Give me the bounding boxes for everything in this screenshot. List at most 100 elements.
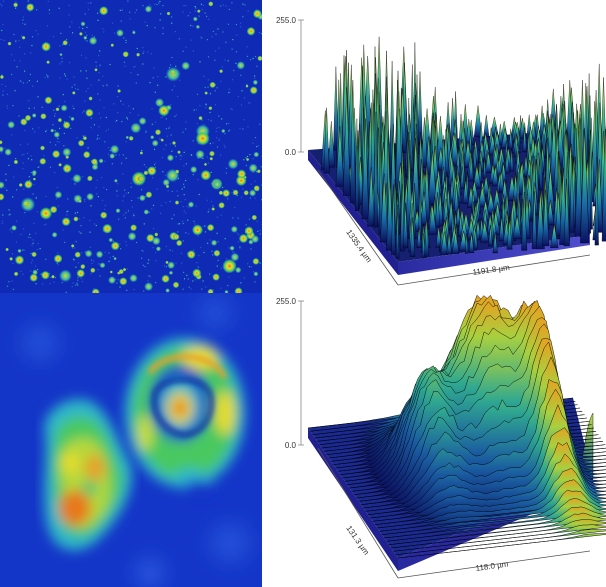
surface-spikes <box>321 36 606 259</box>
speckle-dot <box>129 112 131 114</box>
fluorescent-spot <box>236 61 246 70</box>
speckle-dot <box>62 44 64 46</box>
speckle-dot <box>185 212 187 214</box>
speckle-dot <box>171 190 173 193</box>
speckle-dot <box>108 147 110 149</box>
speckle-dot <box>204 231 207 233</box>
speckle-dot <box>198 15 200 17</box>
fluorescent-spot <box>44 96 53 105</box>
surface-plot-overview: 255.0 0.0 1335.4 µm 1191.8 µm <box>268 0 606 293</box>
speckle-dot <box>154 27 156 29</box>
surface-spike <box>428 204 437 235</box>
surface-spike <box>380 173 389 243</box>
fluorescent-spot <box>166 154 174 162</box>
surface-spike <box>446 232 452 255</box>
speckle-dot <box>248 102 250 104</box>
speckle-dot <box>246 155 249 158</box>
speckle-dot <box>125 244 128 246</box>
speckle-dot <box>142 47 144 49</box>
zoom-left-side <box>308 428 398 571</box>
fluorescent-spot <box>161 274 170 283</box>
fluorescent-spot <box>4 148 12 156</box>
speckle-dot <box>203 251 205 254</box>
fluorescent-spot <box>200 169 212 181</box>
speckle-dot <box>34 131 36 133</box>
surface-spike <box>555 192 562 237</box>
zoom-z-min-label: 0.0 <box>285 441 297 450</box>
fluorescent-spot <box>31 251 37 258</box>
speckle-dot <box>212 205 214 207</box>
speckle-dot <box>135 82 137 84</box>
speckle-dot <box>47 75 49 77</box>
speckle-dot <box>91 262 93 264</box>
speckle-dot <box>237 95 239 98</box>
speckle-dot <box>12 288 14 290</box>
surface-spike <box>486 193 496 215</box>
fluorescent-spot <box>78 199 82 203</box>
speckle-dot <box>56 141 58 143</box>
speckle-dot <box>184 199 186 201</box>
speckle-dot <box>32 239 34 241</box>
speckle-dot <box>161 156 163 158</box>
speckle-dot <box>20 81 22 83</box>
speckle-dot <box>192 25 194 27</box>
fluorescent-spot <box>77 139 85 147</box>
speckle-dot <box>186 205 188 208</box>
speckle-dot <box>90 127 92 129</box>
speckle-dot <box>69 116 71 118</box>
speckle-dot <box>136 241 138 244</box>
speckle-dot <box>148 275 150 277</box>
speckle-dot <box>45 258 47 260</box>
speckle-dot <box>16 189 18 191</box>
speckle-dot <box>28 107 30 109</box>
speckle-dot <box>30 270 32 272</box>
speckle-dot <box>185 121 187 123</box>
speckle-dot <box>12 262 14 265</box>
cell-right-detail <box>147 354 228 438</box>
speckle-dot <box>206 199 208 201</box>
fluorescent-spot <box>219 69 224 74</box>
speckle-dot <box>97 137 99 139</box>
speckle-dot <box>64 101 66 103</box>
speckle-dot <box>119 243 121 245</box>
fluorescent-spot <box>122 51 129 58</box>
fluorescent-spot <box>13 2 19 8</box>
speckle-dot <box>118 218 120 220</box>
speckle-dot <box>62 94 64 96</box>
speckle-dot <box>233 251 235 253</box>
speckle-dot <box>96 193 98 195</box>
speckle-dot <box>15 158 17 160</box>
speckle-dot <box>248 218 251 220</box>
speckle-dot <box>111 163 113 165</box>
speckle-dot <box>123 37 125 39</box>
speckle-dot <box>18 115 20 117</box>
speckle-dot <box>196 262 198 264</box>
speckle-dot <box>122 103 124 105</box>
speckle-dot <box>85 57 87 59</box>
speckle-dot <box>74 84 76 86</box>
speckle-dot <box>194 6 196 8</box>
speckle-dot <box>36 248 38 251</box>
speckle-dot <box>204 12 206 14</box>
speckle-dot <box>19 46 21 48</box>
speckle-dot <box>23 249 26 251</box>
speckle-dot <box>158 138 161 140</box>
surface-spike <box>580 128 590 244</box>
speckle-dot <box>237 241 239 243</box>
speckle-dot <box>211 36 213 38</box>
speckle-dot <box>59 77 61 79</box>
surface-spike <box>509 149 514 172</box>
surface-spike <box>594 156 599 246</box>
speckle-dot <box>122 173 124 175</box>
fluorescent-spot <box>91 163 99 171</box>
speckle-dot <box>162 5 164 7</box>
speckle-dot <box>165 266 167 268</box>
speckle-dot <box>149 82 151 84</box>
fluorescent-spot <box>257 55 262 62</box>
speckle-dot <box>179 154 181 157</box>
speckle-dot <box>194 279 197 281</box>
speckle-dot <box>21 154 23 156</box>
speckle-dot <box>153 164 156 166</box>
speckle-dot <box>146 25 148 27</box>
speckle-dot <box>228 247 230 249</box>
